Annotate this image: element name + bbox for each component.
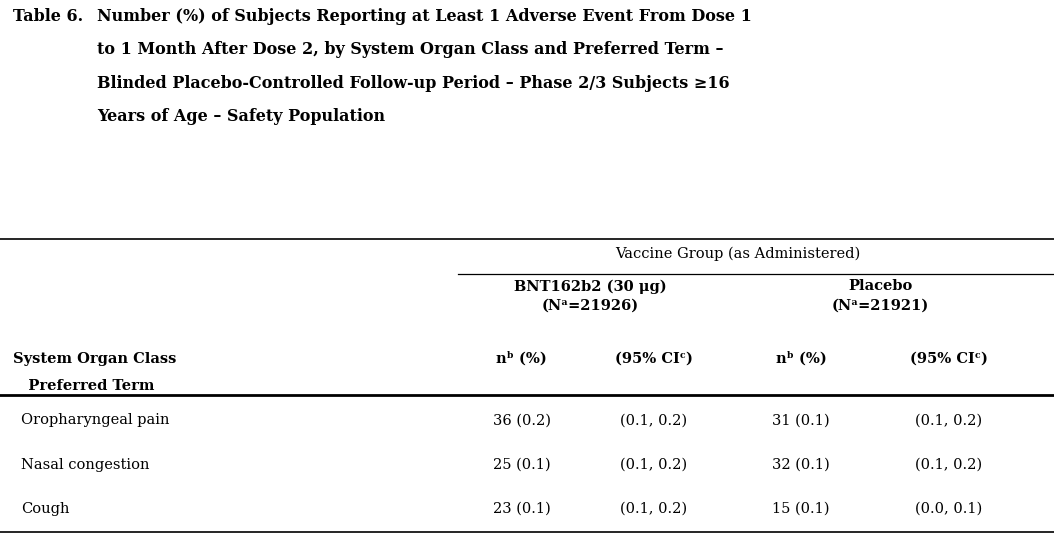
Text: (95% CIᶜ): (95% CIᶜ) <box>910 352 988 366</box>
Text: to 1 Month After Dose 2, by System Organ Class and Preferred Term –: to 1 Month After Dose 2, by System Organ… <box>97 41 723 59</box>
Text: Blinded Placebo-Controlled Follow-up Period – Phase 2/3 Subjects ≥16: Blinded Placebo-Controlled Follow-up Per… <box>97 75 729 92</box>
Text: 31 (0.1): 31 (0.1) <box>773 413 829 427</box>
Text: BNT162b2 (30 μg)
(Nᵃ=21926): BNT162b2 (30 μg) (Nᵃ=21926) <box>514 279 666 313</box>
Text: (95% CIᶜ): (95% CIᶜ) <box>614 352 692 366</box>
Text: (0.1, 0.2): (0.1, 0.2) <box>620 458 687 471</box>
Text: 32 (0.1): 32 (0.1) <box>773 458 829 471</box>
Text: System Organ Class: System Organ Class <box>13 352 176 366</box>
Text: nᵇ (%): nᵇ (%) <box>776 352 826 366</box>
Text: Nasal congestion: Nasal congestion <box>21 458 150 471</box>
Text: 15 (0.1): 15 (0.1) <box>773 502 829 516</box>
Text: Cough: Cough <box>21 502 70 516</box>
Text: (0.0, 0.1): (0.0, 0.1) <box>915 502 982 516</box>
Text: Vaccine Group (as Administered): Vaccine Group (as Administered) <box>616 247 860 262</box>
Text: Years of Age – Safety Population: Years of Age – Safety Population <box>97 108 385 125</box>
Text: Number (%) of Subjects Reporting at Least 1 Adverse Event From Dose 1: Number (%) of Subjects Reporting at Leas… <box>97 8 752 25</box>
Text: 25 (0.1): 25 (0.1) <box>493 458 550 471</box>
Text: (0.1, 0.2): (0.1, 0.2) <box>620 413 687 427</box>
Text: Placebo
(Nᵃ=21921): Placebo (Nᵃ=21921) <box>832 279 929 313</box>
Text: nᵇ (%): nᵇ (%) <box>496 352 547 366</box>
Text: (0.1, 0.2): (0.1, 0.2) <box>915 458 982 471</box>
Text: 23 (0.1): 23 (0.1) <box>493 502 550 516</box>
Text: 36 (0.2): 36 (0.2) <box>492 413 551 427</box>
Text: (0.1, 0.2): (0.1, 0.2) <box>620 502 687 516</box>
Text: Preferred Term: Preferred Term <box>13 379 154 393</box>
Text: (0.1, 0.2): (0.1, 0.2) <box>915 413 982 427</box>
Text: Table 6.: Table 6. <box>13 8 83 25</box>
Text: Oropharyngeal pain: Oropharyngeal pain <box>21 413 170 427</box>
